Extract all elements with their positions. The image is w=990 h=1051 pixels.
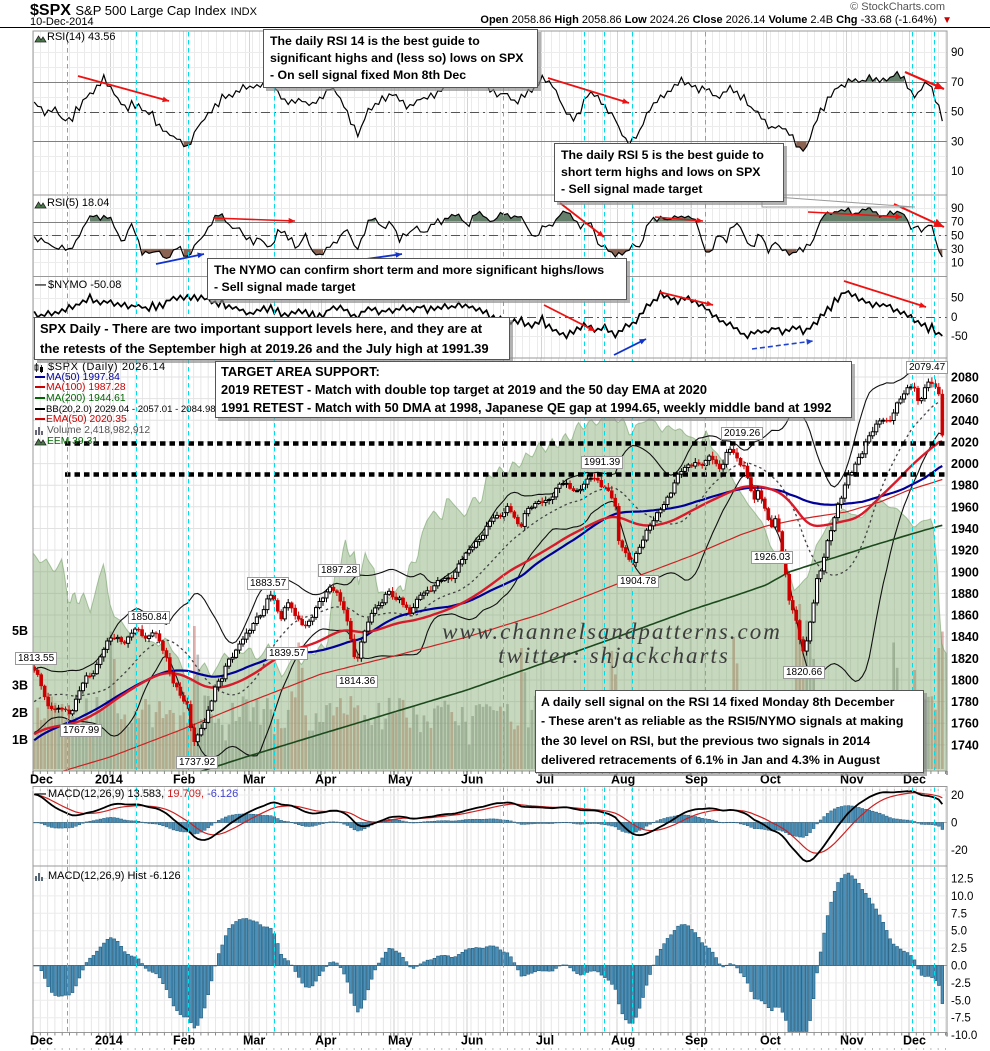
svg-text:May: May [388, 773, 412, 787]
svg-text:Feb: Feb [173, 1034, 196, 1048]
svg-text:70: 70 [951, 77, 964, 89]
svg-text:0.0: 0.0 [951, 961, 967, 973]
svg-text:2040: 2040 [951, 414, 979, 428]
svg-text:Feb: Feb [173, 773, 196, 787]
svg-text:-7.5: -7.5 [951, 1013, 971, 1025]
svg-text:-50: -50 [951, 331, 968, 343]
svg-text:2B: 2B [12, 706, 28, 720]
svg-text:1940: 1940 [951, 522, 979, 536]
svg-text:90: 90 [951, 47, 964, 59]
svg-text:10: 10 [951, 258, 964, 270]
svg-text:5.0: 5.0 [951, 926, 967, 938]
svg-text:Mar: Mar [243, 773, 265, 787]
svg-text:Apr: Apr [315, 773, 337, 787]
svg-text:0: 0 [951, 818, 957, 830]
svg-text:-20: -20 [951, 845, 968, 857]
svg-text:1780: 1780 [951, 695, 979, 709]
svg-text:12.5: 12.5 [951, 874, 973, 886]
svg-text:2080: 2080 [951, 371, 979, 385]
svg-text:2020: 2020 [951, 435, 979, 449]
svg-text:30: 30 [951, 136, 964, 148]
svg-text:50: 50 [951, 230, 964, 242]
svg-text:10.0: 10.0 [951, 891, 973, 903]
svg-text:-10.0: -10.0 [951, 1030, 977, 1042]
svg-text:Oct: Oct [760, 773, 782, 787]
svg-text:Dec: Dec [30, 1034, 53, 1048]
svg-text:2.5: 2.5 [951, 943, 967, 955]
svg-text:7.5: 7.5 [951, 908, 967, 920]
svg-text:3B: 3B [12, 679, 28, 693]
svg-text:Aug: Aug [611, 1034, 635, 1048]
svg-text:1740: 1740 [951, 738, 979, 752]
svg-text:1B: 1B [12, 733, 28, 747]
svg-text:Nov: Nov [840, 773, 864, 787]
svg-text:2014: 2014 [95, 773, 123, 787]
svg-text:1920: 1920 [951, 544, 979, 558]
svg-text:70: 70 [951, 217, 964, 229]
svg-text:Jul: Jul [536, 1034, 554, 1048]
svg-text:Jun: Jun [461, 773, 483, 787]
svg-text:Mar: Mar [243, 1034, 265, 1048]
svg-text:1800: 1800 [951, 673, 979, 687]
svg-text:2014: 2014 [95, 1034, 123, 1048]
svg-text:-2.5: -2.5 [951, 978, 971, 990]
svg-text:1820: 1820 [951, 652, 979, 666]
svg-text:0: 0 [951, 312, 957, 324]
svg-text:Apr: Apr [315, 1034, 337, 1048]
svg-text:10: 10 [951, 166, 964, 178]
svg-text:May: May [388, 1034, 412, 1048]
svg-text:1860: 1860 [951, 609, 979, 623]
svg-text:50: 50 [951, 107, 964, 119]
svg-text:-5.0: -5.0 [951, 995, 971, 1007]
svg-text:Jul: Jul [536, 773, 554, 787]
svg-text:90: 90 [951, 203, 964, 215]
svg-text:Dec: Dec [30, 773, 53, 787]
svg-text:Sep: Sep [685, 1034, 708, 1048]
svg-text:Oct: Oct [760, 1034, 782, 1048]
svg-text:Aug: Aug [611, 773, 635, 787]
svg-text:Dec: Dec [903, 1034, 926, 1048]
svg-text:1760: 1760 [951, 717, 979, 731]
svg-text:www.channelsandpatterns.com: www.channelsandpatterns.com [442, 619, 782, 644]
svg-text:1840: 1840 [951, 630, 979, 644]
svg-text:50: 50 [951, 293, 964, 305]
svg-text:Jun: Jun [461, 1034, 483, 1048]
svg-text:1880: 1880 [951, 587, 979, 601]
svg-text:Sep: Sep [685, 773, 708, 787]
svg-text:twitter: shjackcharts: twitter: shjackcharts [498, 643, 730, 668]
svg-text:Dec: Dec [903, 773, 926, 787]
svg-text:1960: 1960 [951, 500, 979, 514]
svg-text:1980: 1980 [951, 479, 979, 493]
svg-text:5B: 5B [12, 624, 28, 638]
svg-text:2060: 2060 [951, 392, 979, 406]
svg-text:30: 30 [951, 244, 964, 256]
svg-text:2000: 2000 [951, 457, 979, 471]
svg-text:Nov: Nov [840, 1034, 864, 1048]
svg-text:1900: 1900 [951, 565, 979, 579]
svg-text:20: 20 [951, 790, 964, 802]
